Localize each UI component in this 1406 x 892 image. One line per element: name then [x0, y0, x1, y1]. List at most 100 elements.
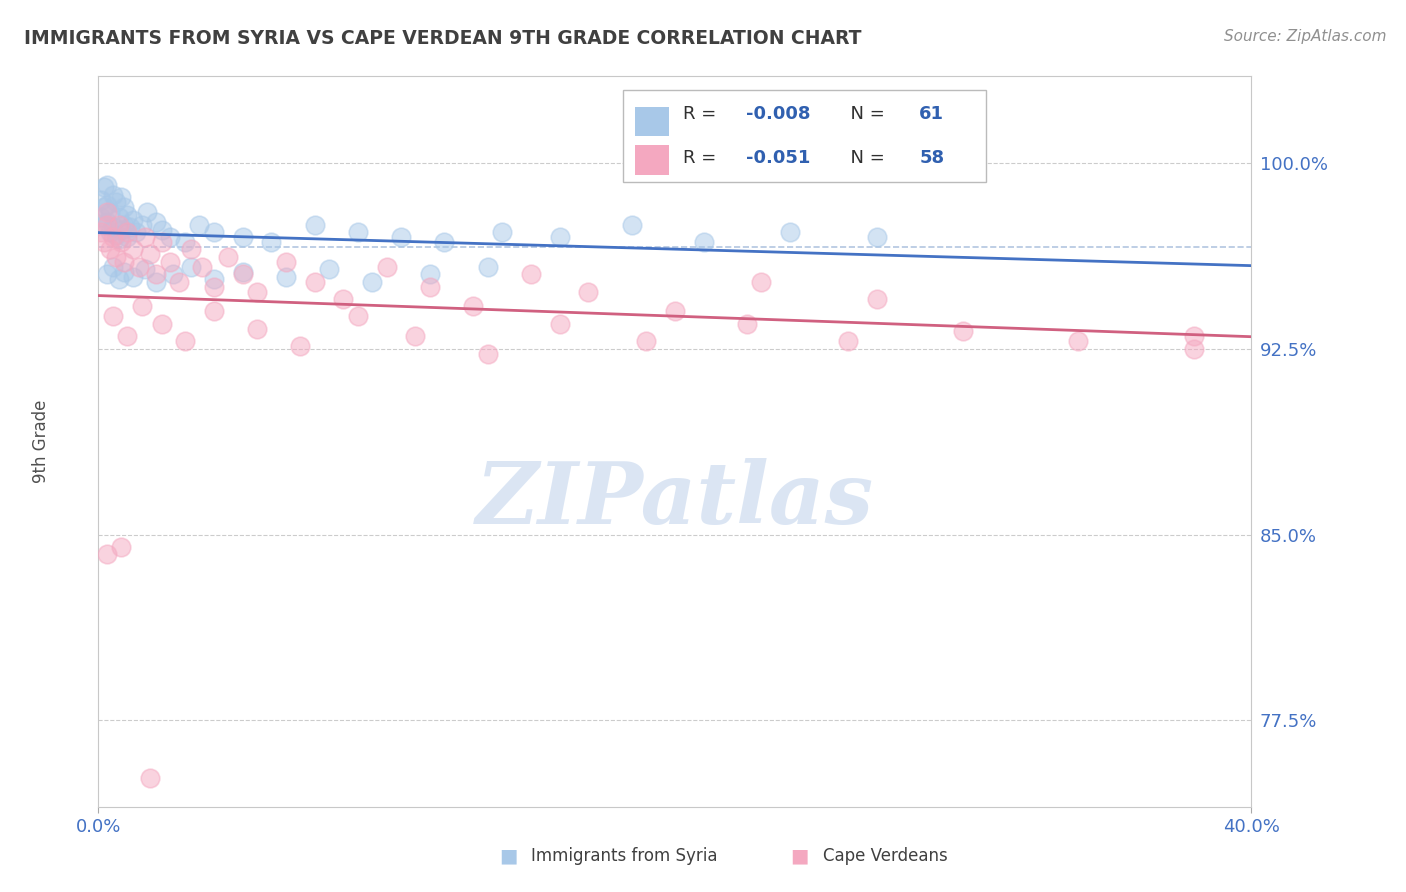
Point [180, 243, 202, 257]
Point [419, 279, 441, 293]
Point [202, 225, 225, 239]
Point [96, 215, 118, 229]
Point [866, 230, 889, 244]
Point [231, 230, 254, 244]
Point [107, 272, 129, 286]
Text: 61: 61 [920, 105, 945, 123]
Text: Immigrants from Syria: Immigrants from Syria [531, 847, 718, 865]
Y-axis label: 9th Grade: 9th Grade [32, 400, 49, 483]
Point [117, 208, 139, 222]
Point [491, 225, 513, 239]
Point [202, 272, 225, 286]
Point [159, 230, 181, 244]
Point [96, 205, 118, 219]
Point [150, 235, 173, 249]
Point [107, 232, 129, 246]
Point [93, 180, 115, 194]
Point [104, 227, 127, 242]
Point [98, 205, 121, 219]
Point [101, 187, 124, 202]
Point [120, 220, 142, 235]
Text: ■: ■ [499, 847, 517, 865]
Point [419, 267, 441, 281]
Point [93, 200, 115, 214]
Point [112, 200, 135, 214]
Point [461, 300, 484, 314]
Point [174, 235, 197, 249]
Point [110, 190, 132, 204]
Point [101, 310, 124, 324]
Point [96, 198, 118, 212]
FancyBboxPatch shape [623, 90, 986, 182]
Point [332, 292, 354, 306]
Text: -0.008: -0.008 [747, 105, 811, 123]
Point [93, 235, 115, 249]
Point [145, 215, 167, 229]
Point [304, 275, 326, 289]
Text: ZIPatlas: ZIPatlas [475, 458, 875, 541]
Point [304, 218, 326, 232]
Point [578, 285, 600, 299]
Point [134, 262, 156, 277]
Point [520, 267, 543, 281]
Point [1067, 334, 1090, 348]
Point [779, 225, 801, 239]
Point [159, 254, 181, 268]
Point [107, 210, 129, 224]
Point [217, 250, 239, 264]
Point [231, 267, 254, 281]
Point [1182, 329, 1205, 343]
Point [246, 322, 269, 336]
Point [122, 212, 145, 227]
Point [110, 235, 132, 249]
Point [735, 317, 758, 331]
Point [101, 220, 124, 235]
Text: Cape Verdeans: Cape Verdeans [823, 847, 948, 865]
Point [191, 260, 214, 274]
Point [477, 260, 499, 274]
Point [162, 267, 184, 281]
Point [952, 324, 974, 338]
Point [139, 771, 162, 785]
Text: Source: ZipAtlas.com: Source: ZipAtlas.com [1223, 29, 1386, 44]
Point [167, 275, 190, 289]
Text: 58: 58 [920, 149, 945, 167]
Point [110, 222, 132, 236]
Point [131, 218, 153, 232]
Point [361, 275, 384, 289]
Point [104, 250, 127, 264]
Point [202, 304, 225, 318]
Point [260, 235, 283, 249]
Point [117, 225, 139, 239]
Point [98, 243, 121, 257]
Point [125, 225, 148, 239]
Point [150, 222, 173, 236]
Point [112, 254, 135, 268]
FancyBboxPatch shape [634, 145, 669, 175]
Point [636, 334, 658, 348]
Point [145, 267, 167, 281]
Point [131, 300, 153, 314]
Point [90, 210, 112, 224]
Text: R =: R = [683, 105, 721, 123]
Text: N =: N = [838, 149, 890, 167]
Text: IMMIGRANTS FROM SYRIA VS CAPE VERDEAN 9TH GRADE CORRELATION CHART: IMMIGRANTS FROM SYRIA VS CAPE VERDEAN 9T… [24, 29, 862, 47]
Text: -0.051: -0.051 [747, 149, 811, 167]
Point [107, 218, 129, 232]
FancyBboxPatch shape [634, 106, 669, 136]
Point [98, 225, 121, 239]
Point [620, 218, 643, 232]
Point [93, 218, 115, 232]
Point [117, 329, 139, 343]
Text: N =: N = [838, 105, 890, 123]
Point [122, 269, 145, 284]
Point [837, 334, 859, 348]
Point [290, 339, 312, 353]
Point [751, 275, 773, 289]
Point [174, 334, 197, 348]
Point [122, 243, 145, 257]
Point [346, 225, 368, 239]
Text: ■: ■ [790, 847, 808, 865]
Point [112, 218, 135, 232]
Point [405, 329, 427, 343]
